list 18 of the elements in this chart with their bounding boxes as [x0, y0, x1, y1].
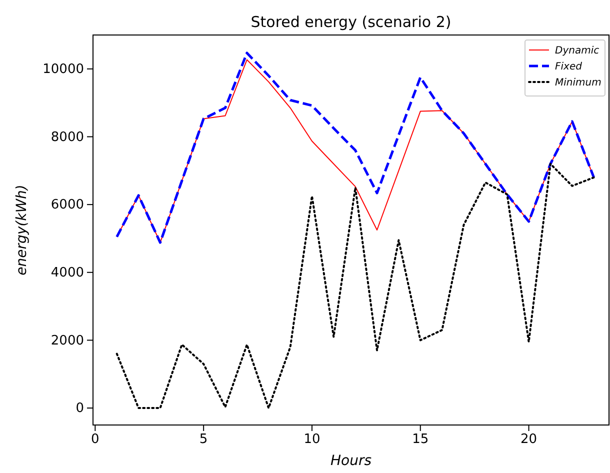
x-axis-title: Hours: [330, 453, 372, 469]
legend-label: Fixed: [555, 62, 583, 72]
y-tick-label: 4000: [50, 266, 84, 281]
y-axis-title: energy(kWh): [14, 184, 30, 276]
y-tick-label: 8000: [50, 130, 84, 145]
legend-label: Minimum: [555, 78, 602, 88]
x-tick-label: 20: [520, 432, 538, 448]
y-tick-label: 0: [76, 401, 84, 416]
x-tick-label: 10: [304, 432, 320, 448]
y-tick-label: 2000: [50, 333, 84, 348]
y-tick-label: 6000: [50, 198, 84, 213]
x-tick-label: 5: [199, 432, 208, 448]
x-tick-label: 0: [91, 432, 100, 448]
y-tick-label: 10000: [42, 62, 84, 78]
x-tick-label: 15: [412, 432, 429, 448]
legend-label: Dynamic: [555, 46, 600, 56]
line-series: [116, 162, 595, 410]
chart-title: Stored energy (scenario 2): [250, 13, 452, 31]
